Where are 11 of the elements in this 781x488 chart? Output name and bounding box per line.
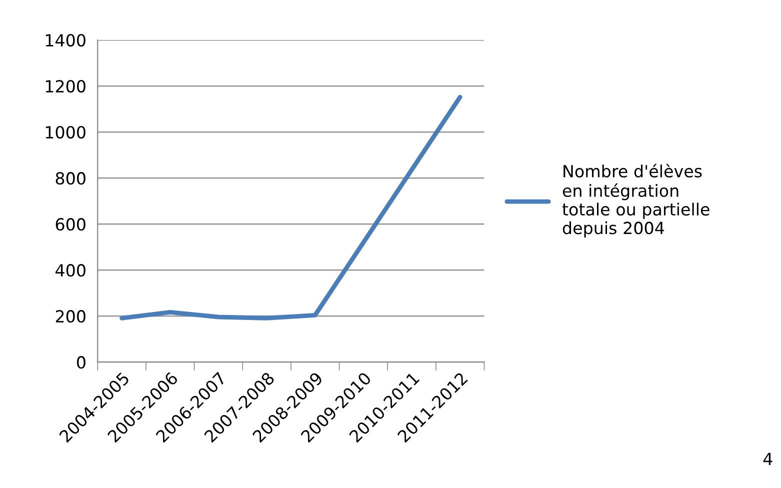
legend-label: Nombre d'élèves en intégration totale ou partielle depuis 2004 bbox=[562, 164, 710, 238]
line-series bbox=[120, 94, 462, 320]
y-tick-label: 800 bbox=[56, 172, 86, 185]
y-tick-label: 600 bbox=[56, 218, 86, 231]
y-tick-label: 200 bbox=[56, 310, 86, 323]
y-tick-label: 1400 bbox=[46, 34, 86, 47]
y-tick-label: 0 bbox=[77, 356, 86, 369]
y-tick-label: 400 bbox=[56, 264, 86, 277]
y-tick-label: 1200 bbox=[46, 80, 86, 93]
text: 4 bbox=[763, 452, 772, 466]
y-tick-label: 1000 bbox=[46, 126, 86, 139]
